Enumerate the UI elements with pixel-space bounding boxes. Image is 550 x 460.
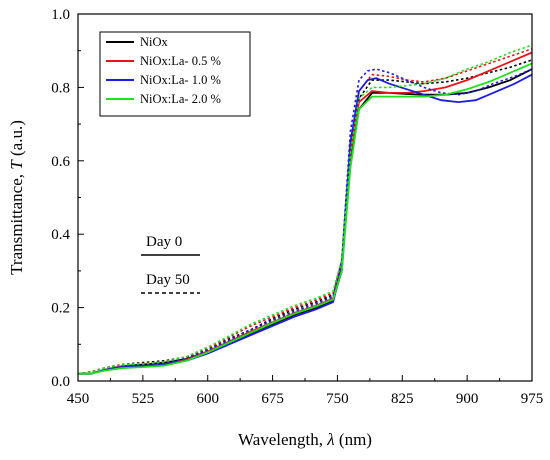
y-tick-label: 0.8	[51, 80, 70, 96]
x-tick-label: 450	[67, 391, 90, 407]
legend: NiOx NiOx:La- 0.5 % NiOx:La- 1.0 % NiOx:La-…	[99, 31, 251, 117]
y-axis-title-symbol: T	[7, 159, 26, 170]
x-tick-label: 825	[391, 391, 414, 407]
x-axis-title: Wavelength, λ (nm)	[238, 430, 372, 449]
x-axis-title-unit: (nm)	[335, 430, 372, 449]
y-axis-title-unit: (a.u.)	[7, 120, 26, 160]
x-tick-label: 750	[326, 391, 349, 407]
x-axis-title-symbol: λ	[326, 430, 334, 449]
ticks-layer: 450 525 600 675 750 825 900 975 0.0 0.2 0.4 0.6 0.8 1…	[51, 7, 543, 407]
legend-label: NiOx:La- 2.0 %	[140, 92, 221, 106]
x-tick-label: 525	[132, 391, 155, 407]
y-tick-label: 1.0	[51, 7, 70, 23]
y-axis-title: Transmittance, T (a.u.)	[7, 120, 26, 275]
legend-box	[99, 31, 251, 117]
series-line-day0-niox-la-1-0	[78, 73, 533, 375]
x-tick-label: 975	[521, 391, 544, 407]
legend-label: NiOx:La- 1.0 %	[140, 73, 221, 87]
legend-label: NiOx:La- 0.5 %	[140, 54, 221, 68]
x-tick-label: 900	[456, 391, 479, 407]
x-tick-label: 600	[196, 391, 219, 407]
line-style-label: Day 0	[146, 234, 182, 250]
line-style-annotation: Day 0 Day 50	[141, 234, 200, 294]
y-tick-label: 0.4	[51, 227, 70, 243]
series-line-day50-niox-la-2-0	[77, 44, 533, 375]
line-style-label: Day 50	[146, 272, 190, 288]
y-axis-title-main: Transmittance,	[7, 170, 26, 275]
series-line-day50-niox-la-0-5	[77, 48, 533, 375]
legend-label: NiOx	[140, 35, 169, 49]
x-axis-title-main: Wavelength,	[238, 430, 327, 449]
series-layer	[77, 44, 533, 375]
y-tick-label: 0.6	[51, 154, 70, 170]
y-tick-label: 0.2	[51, 301, 70, 317]
series-line-day50-niox	[77, 59, 533, 375]
y-tick-label: 0.0	[51, 374, 70, 390]
x-tick-label: 675	[261, 391, 284, 407]
series-line-day0-niox-la-2-0	[78, 62, 533, 375]
